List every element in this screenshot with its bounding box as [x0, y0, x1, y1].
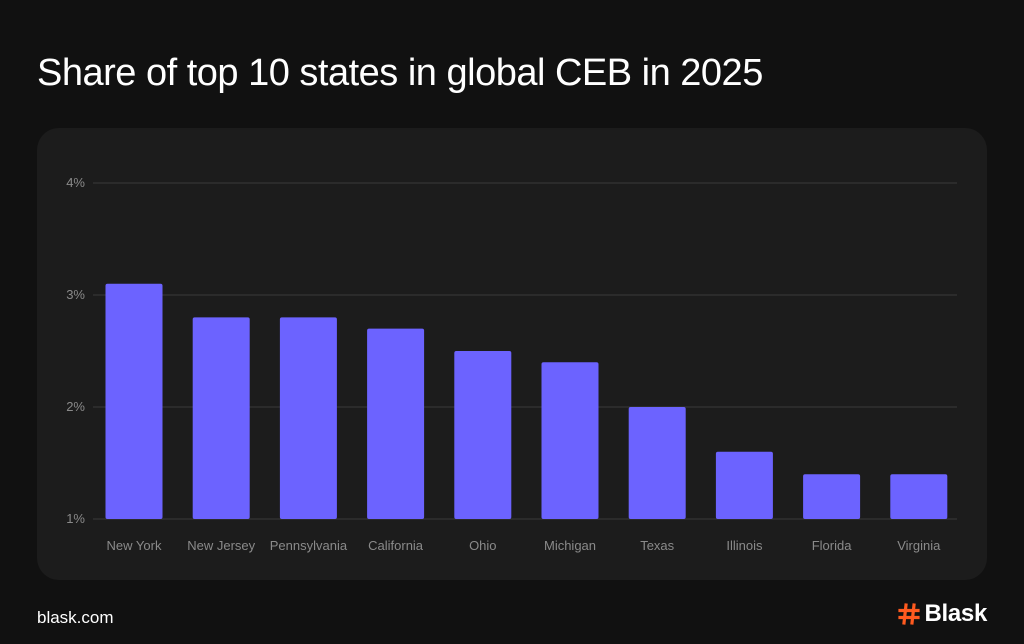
bar-chart: 1% 2% 3% 4% New York New Jersey Pennsylvania Ca… [66, 175, 957, 553]
bar [105, 283, 163, 519]
bar [890, 474, 948, 519]
hash-logo-icon [898, 603, 921, 625]
brand-logo: Blask [898, 600, 987, 628]
y-tick-label: 2% [66, 399, 85, 414]
chart-title: Share of top 10 states in global CEB in … [37, 52, 763, 94]
bar [454, 351, 512, 519]
y-tick-label: 3% [66, 287, 85, 302]
x-tick-label: California [368, 538, 424, 553]
bar [715, 451, 773, 519]
x-tick-label: Florida [812, 538, 853, 553]
x-tick-label: Michigan [544, 538, 596, 553]
x-tick-label: Virginia [897, 538, 941, 553]
bar [192, 317, 250, 519]
x-tick-label: New York [107, 538, 162, 553]
x-tick-label: New Jersey [187, 538, 255, 553]
x-tick-label: Texas [640, 538, 674, 553]
bar [279, 317, 337, 519]
x-tick-label: Pennsylvania [270, 538, 348, 553]
x-tick-label: Ohio [469, 538, 496, 553]
footer-url: blask.com [37, 608, 114, 627]
bar [628, 407, 686, 519]
x-tick-label: Illinois [726, 538, 763, 553]
bar [367, 328, 425, 519]
bar [541, 362, 599, 519]
bar [803, 474, 861, 519]
brand-name: Blask [924, 600, 987, 627]
chart-card: 1% 2% 3% 4% New York New Jersey Pennsylvania Ca… [37, 128, 987, 580]
y-tick-label: 4% [66, 175, 85, 190]
y-tick-label: 1% [66, 511, 85, 526]
